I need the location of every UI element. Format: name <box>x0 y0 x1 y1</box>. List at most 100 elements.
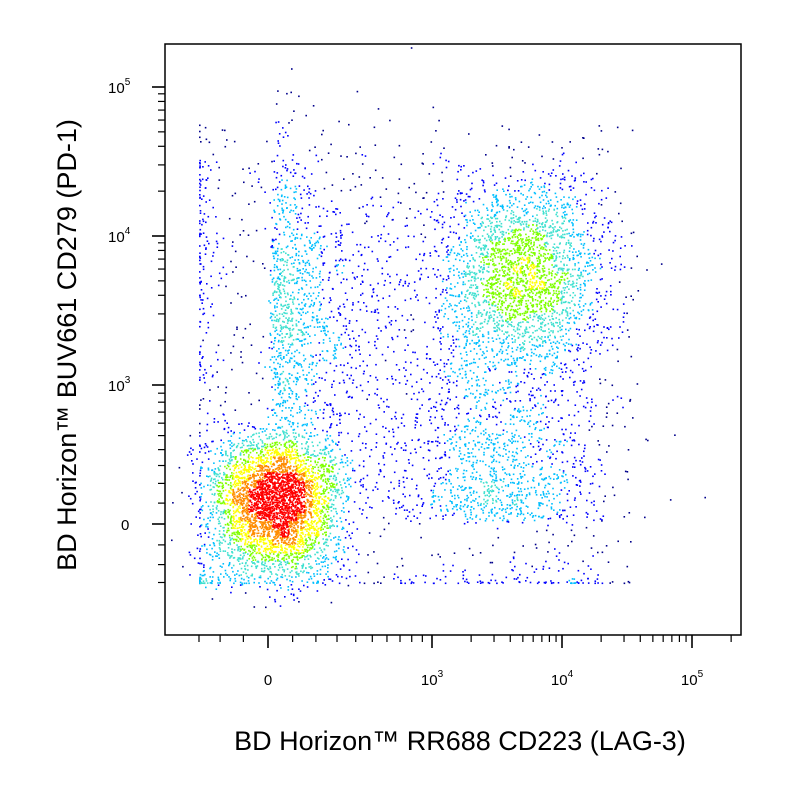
data-point <box>552 493 555 495</box>
data-point <box>451 436 454 438</box>
data-point <box>603 298 606 300</box>
data-point <box>559 501 561 504</box>
data-point <box>348 569 351 571</box>
data-point <box>515 451 517 454</box>
data-point <box>487 389 490 391</box>
data-point <box>509 193 511 196</box>
data-point <box>318 377 321 379</box>
data-point <box>322 339 325 341</box>
data-point <box>355 367 357 370</box>
data-point <box>215 351 218 354</box>
data-point <box>218 544 221 546</box>
data-point <box>326 403 328 406</box>
data-point <box>286 380 288 382</box>
data-point <box>574 268 576 271</box>
data-point <box>248 582 250 585</box>
data-point <box>310 173 313 175</box>
data-point <box>419 277 421 280</box>
data-point <box>480 322 482 325</box>
data-point <box>261 431 264 433</box>
data-point <box>530 456 532 458</box>
data-point <box>293 191 295 194</box>
data-point <box>351 356 353 359</box>
data-point <box>577 349 579 352</box>
data-point <box>495 480 497 482</box>
data-point <box>305 331 308 334</box>
data-point <box>207 475 210 478</box>
data-point <box>398 382 401 384</box>
data-point <box>520 419 523 421</box>
data-point <box>584 470 587 473</box>
data-point <box>456 199 458 201</box>
data-point <box>343 551 346 553</box>
data-point <box>523 488 526 490</box>
data-point <box>526 494 528 496</box>
data-point <box>289 204 292 206</box>
data-point <box>359 492 362 494</box>
data-point <box>480 217 483 220</box>
data-point <box>328 444 331 446</box>
data-point <box>333 350 335 352</box>
data-point <box>626 312 628 315</box>
data-point <box>539 474 541 476</box>
data-point <box>467 195 470 198</box>
data-point <box>199 296 201 299</box>
data-point <box>307 325 309 328</box>
data-point <box>222 539 225 541</box>
data-point <box>275 319 277 322</box>
data-point <box>567 545 569 547</box>
data-point <box>549 477 552 480</box>
data-point <box>619 202 622 205</box>
data-point <box>263 569 266 572</box>
data-point <box>518 411 521 414</box>
data-point <box>598 485 601 488</box>
data-point <box>310 421 313 424</box>
data-point <box>486 418 488 420</box>
data-point <box>285 361 287 363</box>
data-point <box>616 348 619 351</box>
data-point <box>302 332 304 334</box>
data-point <box>547 173 550 175</box>
data-point <box>277 299 280 301</box>
data-point <box>274 373 277 376</box>
data-point <box>199 517 201 519</box>
data-point <box>562 343 565 346</box>
data-point <box>485 346 488 349</box>
data-point <box>540 407 542 410</box>
data-point <box>369 422 372 425</box>
data-point <box>543 581 546 584</box>
data-point <box>276 266 278 269</box>
data-point <box>474 334 476 336</box>
data-point <box>486 499 489 502</box>
data-point <box>211 538 214 540</box>
data-point <box>342 564 345 566</box>
data-point <box>320 303 322 306</box>
data-point <box>403 469 406 472</box>
data-point <box>278 339 280 342</box>
data-point <box>416 398 419 401</box>
data-point <box>517 409 519 412</box>
data-point <box>467 289 469 292</box>
data-point <box>469 272 471 274</box>
data-point <box>209 582 212 584</box>
data-point <box>226 422 228 424</box>
data-point <box>353 469 356 472</box>
data-point <box>570 444 573 447</box>
data-point <box>506 444 509 447</box>
data-point <box>343 546 345 548</box>
data-point <box>214 453 217 455</box>
data-point <box>466 290 468 292</box>
data-point <box>272 313 275 316</box>
data-point <box>553 384 555 386</box>
data-point <box>515 429 518 432</box>
data-point <box>448 456 451 459</box>
data-point <box>544 369 547 371</box>
data-point <box>286 261 288 264</box>
data-point <box>199 166 201 169</box>
data-point <box>200 508 202 511</box>
data-point <box>539 502 542 504</box>
data-point <box>566 515 568 518</box>
data-point <box>386 215 388 218</box>
data-point <box>298 329 301 331</box>
data-point <box>573 414 576 417</box>
